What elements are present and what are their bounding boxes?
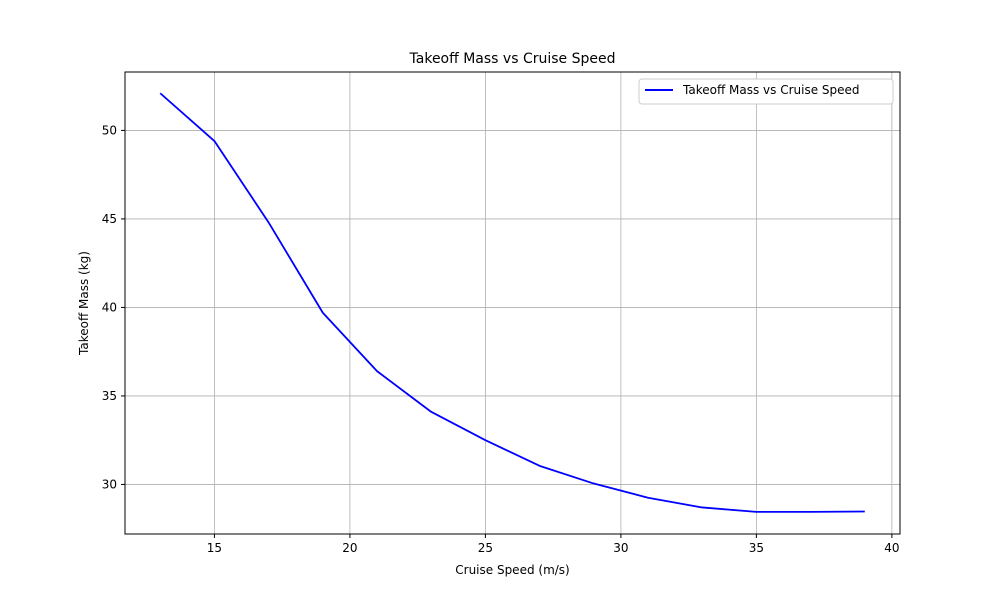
axis-ticks: 15 20 25 30 35 40 30 35 40 45 50 xyxy=(102,123,900,555)
plot-area xyxy=(159,92,865,513)
x-tick-label: 20 xyxy=(342,541,357,555)
x-tick-label: 25 xyxy=(478,541,493,555)
y-tick-label: 40 xyxy=(102,300,117,314)
x-tick-label: 40 xyxy=(884,541,899,555)
x-tick-label: 30 xyxy=(613,541,628,555)
legend: Takeoff Mass vs Cruise Speed xyxy=(638,78,894,105)
chart-title: Takeoff Mass vs Cruise Speed xyxy=(409,51,616,67)
series-line xyxy=(159,92,865,513)
grid xyxy=(125,72,900,534)
x-tick-label: 15 xyxy=(207,541,222,555)
y-tick-label: 45 xyxy=(102,212,117,226)
y-tick-label: 50 xyxy=(102,123,117,137)
y-axis-label: Takeoff Mass (kg) xyxy=(77,251,91,356)
plot-frame xyxy=(124,71,901,535)
x-tick-label: 35 xyxy=(749,541,764,555)
y-tick-label: 35 xyxy=(102,389,117,403)
legend-box xyxy=(638,78,894,105)
legend-label: Takeoff Mass vs Cruise Speed xyxy=(682,83,860,97)
y-tick-label: 30 xyxy=(102,477,117,491)
x-axis-label: Cruise Speed (m/s) xyxy=(455,563,569,577)
